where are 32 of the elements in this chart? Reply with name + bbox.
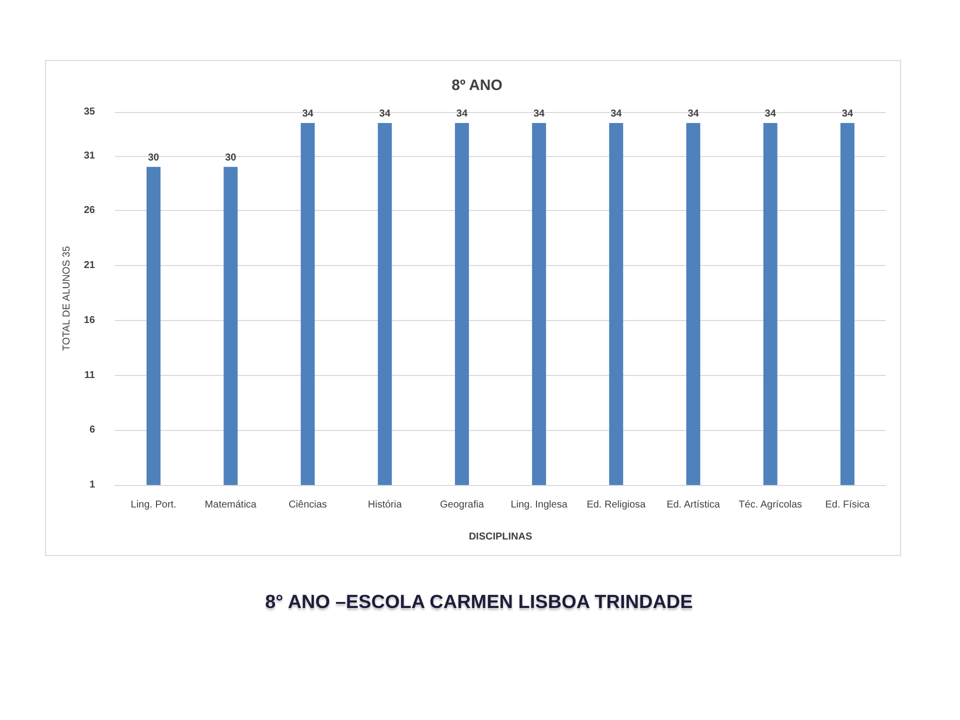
y-tick-label: 6 <box>89 424 96 436</box>
y-tick-label: 11 <box>84 370 96 381</box>
x-tick-label: Matemática <box>204 500 257 510</box>
x-tick-label: História <box>368 500 402 510</box>
data-label: 34 <box>610 108 622 120</box>
data-label: 34 <box>764 108 776 120</box>
x-tick-label: Ling. Inglesa <box>510 500 568 510</box>
data-label: 34 <box>456 108 468 120</box>
x-axis-title: DISCIPLINAS <box>468 532 532 542</box>
x-tick-label: Ed. Religiosa <box>586 500 646 510</box>
x-tick-label: Geografia <box>440 500 484 510</box>
data-label: 34 <box>379 108 391 120</box>
y-tick-label: 1 <box>89 480 96 490</box>
y-tick-label: 16 <box>84 314 96 326</box>
data-label: 30 <box>225 152 237 164</box>
data-label: 34 <box>302 108 314 120</box>
x-tick-label: Téc. Agrícolas <box>738 500 802 510</box>
y-tick-label: 31 <box>84 150 96 162</box>
data-label: 30 <box>148 152 160 164</box>
y-axis-title: TOTAL DE ALUNOS 35 <box>62 246 72 351</box>
x-tick-label: Ed. Física <box>825 500 870 510</box>
chart-title: 8º ANO <box>452 77 503 94</box>
data-label: 34 <box>533 108 546 120</box>
data-label: 34 <box>688 108 700 120</box>
text: 8° ANO –ESCOLA CARMEN LISBOA TRINDADE <box>265 592 693 613</box>
data-label: 34 <box>842 108 854 120</box>
y-tick-label: 35 <box>84 106 96 118</box>
x-tick-label: Ed. Artística <box>666 500 720 510</box>
y-tick-label: 21 <box>84 260 96 272</box>
x-tick-label: Ling. Port. <box>130 500 176 510</box>
x-tick-label: Ciências <box>288 500 327 510</box>
y-tick-label: 26 <box>84 205 96 216</box>
